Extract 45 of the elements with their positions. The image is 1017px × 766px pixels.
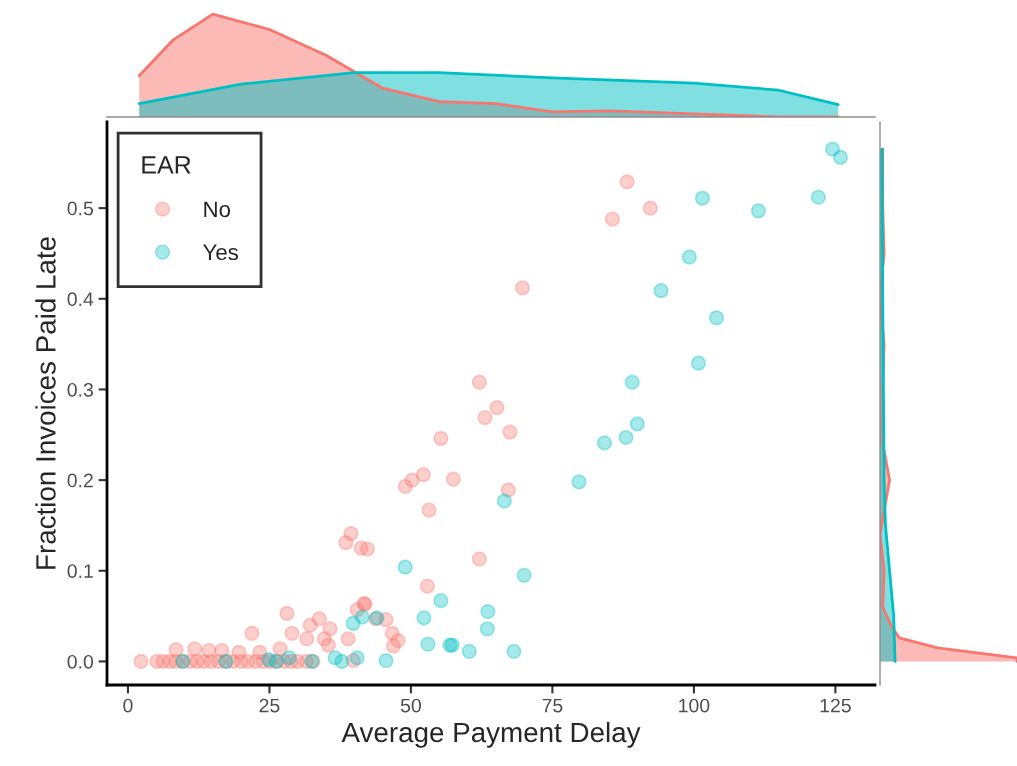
point (349, 650, 365, 666)
x-tick-label: 25 (259, 698, 280, 713)
legend-label: No (204, 201, 231, 218)
y-tick-label: 0.4 (67, 292, 94, 307)
legend-label: Yes (203, 244, 239, 261)
point (571, 474, 587, 490)
point (506, 643, 522, 660)
point (694, 190, 710, 206)
point (334, 653, 350, 670)
point (596, 435, 613, 451)
point (480, 603, 496, 620)
point (479, 621, 495, 637)
point (496, 493, 512, 509)
point (461, 643, 477, 660)
point (397, 559, 413, 575)
y-tick-label: 0.2 (67, 473, 93, 488)
point (420, 636, 436, 652)
point (378, 652, 394, 669)
point (653, 283, 669, 299)
x-tick-label: 50 (400, 698, 421, 713)
legend-title: EAR (142, 156, 191, 174)
point (354, 609, 370, 625)
point (416, 610, 432, 626)
y-tick-label: 0.3 (67, 382, 93, 397)
point (629, 416, 645, 432)
point (624, 374, 640, 390)
x-tick-label: 0 (123, 698, 133, 713)
y-tick-label: 0.0 (67, 654, 94, 669)
point (690, 355, 707, 371)
x-tick-label: 100 (679, 698, 710, 713)
point (516, 567, 532, 583)
point (281, 650, 297, 666)
y-axis-title: Fraction Invoices Paid Late (35, 237, 56, 569)
x-tick-label: 75 (542, 698, 563, 713)
x-tick-label: 125 (820, 698, 851, 713)
point (433, 593, 449, 609)
y-tick-label: 0.5 (67, 201, 93, 216)
point (708, 310, 725, 326)
point (750, 203, 767, 219)
point (618, 429, 634, 446)
y-tick-label: 0.1 (67, 564, 93, 579)
point (681, 249, 697, 265)
x-axis-title: Average Payment Delay (341, 721, 641, 748)
point (832, 149, 849, 165)
point (810, 189, 827, 205)
